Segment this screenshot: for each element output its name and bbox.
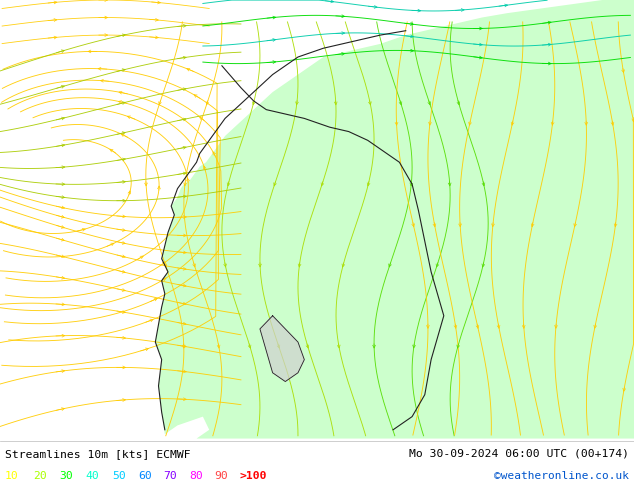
Text: 60: 60 <box>138 470 152 481</box>
Text: 50: 50 <box>112 470 126 481</box>
Text: 10: 10 <box>5 470 19 481</box>
Text: 70: 70 <box>164 470 178 481</box>
Text: 40: 40 <box>86 470 100 481</box>
Polygon shape <box>260 316 304 382</box>
Text: 20: 20 <box>33 470 47 481</box>
Polygon shape <box>155 0 634 439</box>
Text: 90: 90 <box>214 470 228 481</box>
Text: Mo 30-09-2024 06:00 UTC (00+174): Mo 30-09-2024 06:00 UTC (00+174) <box>409 449 629 459</box>
Text: >100: >100 <box>240 470 267 481</box>
Text: 30: 30 <box>59 470 73 481</box>
Text: ©weatheronline.co.uk: ©weatheronline.co.uk <box>494 470 629 481</box>
Text: Streamlines 10m [kts] ECMWF: Streamlines 10m [kts] ECMWF <box>5 449 191 459</box>
Text: 80: 80 <box>189 470 203 481</box>
